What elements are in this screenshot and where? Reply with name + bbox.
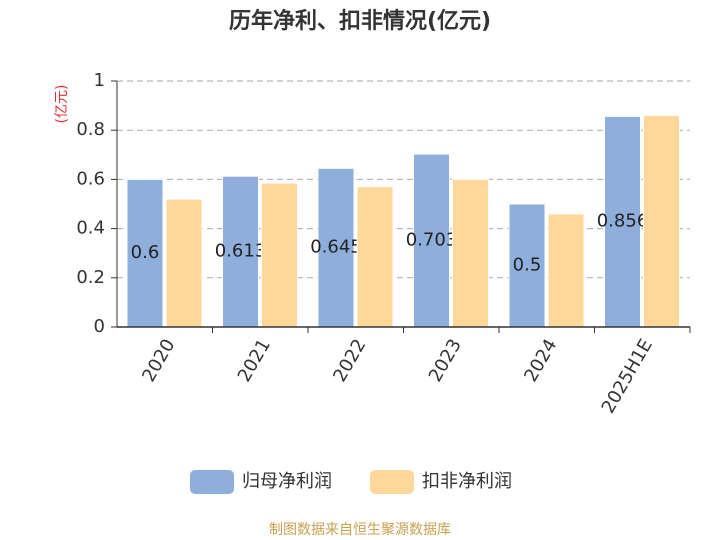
y-axis-label: (亿元) xyxy=(54,85,70,124)
bar xyxy=(547,213,585,328)
bar xyxy=(222,175,259,328)
x-tick-label: 2024 xyxy=(520,336,561,386)
bar xyxy=(508,203,546,328)
data-label: 0.613 xyxy=(215,241,267,262)
bar xyxy=(165,198,203,328)
legend-swatch xyxy=(370,470,414,494)
chart-title: 历年净利、扣非情况(亿元) xyxy=(229,8,491,34)
x-tick-label: 2022 xyxy=(329,336,370,386)
data-label: 0.5 xyxy=(513,255,542,276)
bar xyxy=(261,182,298,328)
data-label: 0.703 xyxy=(406,230,458,251)
x-tick-label: 2021 xyxy=(234,336,275,386)
bar xyxy=(356,186,394,328)
data-label: 0.6 xyxy=(131,242,160,263)
bar xyxy=(317,167,355,328)
y-tick-label: 0 xyxy=(94,316,105,337)
y-tick-label: 0.2 xyxy=(76,267,105,288)
legend-label: 扣非净利润 xyxy=(422,471,512,492)
x-tick-label: 2025H1E xyxy=(598,336,657,418)
source-note: 制图数据来自恒生聚源数据库 xyxy=(269,522,451,538)
bar xyxy=(643,114,680,328)
y-tick-label: 0.6 xyxy=(76,168,105,189)
y-tick-label: 1 xyxy=(94,70,105,91)
y-tick-label: 0.4 xyxy=(76,218,105,239)
bar xyxy=(413,153,450,328)
x-tick-label: 2020 xyxy=(138,336,179,386)
bar xyxy=(452,178,489,328)
legend-swatch xyxy=(190,470,234,494)
x-tick-label: 2023 xyxy=(425,336,466,386)
y-tick-label: 0.8 xyxy=(76,119,105,140)
bar xyxy=(126,178,164,328)
data-label: 0.645 xyxy=(310,237,362,258)
legend-label: 归母净利润 xyxy=(242,471,332,492)
data-label: 0.856 xyxy=(597,211,649,232)
